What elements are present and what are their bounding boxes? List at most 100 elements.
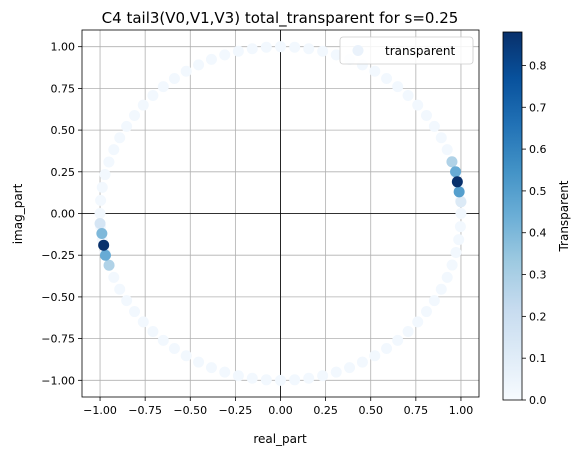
scatter-point [157, 334, 169, 346]
colorbar-label: Transparent [557, 180, 571, 252]
scatter-point-highlighted [103, 259, 115, 271]
scatter-point [180, 350, 192, 362]
scatter-point [96, 181, 108, 193]
scatter-point [289, 374, 301, 386]
x-tick-label: −0.25 [219, 404, 253, 417]
scatter-point [147, 325, 159, 337]
scatter-point [180, 65, 192, 77]
x-tick-label: 0.25 [313, 404, 338, 417]
colorbar: 0.0 0.1 0.2 0.3 0.4 0.5 0.6 0.7 0.8 Transparent [502, 31, 571, 407]
colorbar-ticks: 0.0 0.1 0.2 0.3 0.4 0.5 0.6 0.7 0.8 [522, 59, 547, 407]
x-tick-label: −1.00 [83, 404, 117, 417]
colorbar-tick-label: 0.7 [529, 101, 547, 114]
scatter-point [453, 234, 465, 246]
chart-title: C4 tail3(V0,V1,V3) total_transparent for… [102, 9, 459, 28]
scatter-point [275, 374, 286, 386]
scatter-point [369, 350, 381, 362]
scatter-point [381, 73, 393, 85]
y-tick-label: 0.50 [51, 124, 76, 137]
scatter-point-highlighted [99, 249, 111, 261]
scatter-point [219, 366, 231, 378]
colorbar-tick-label: 0.1 [529, 352, 547, 365]
scatter-point [168, 73, 180, 85]
scatter-point [330, 366, 342, 378]
scatter-point-highlighted [455, 196, 467, 208]
y-tick-label: −0.75 [41, 333, 75, 346]
y-axis-label: imag_part [11, 183, 25, 244]
scatter-point [420, 109, 432, 121]
scatter-point [392, 81, 404, 93]
scatter-point [99, 169, 111, 181]
scatter-point [402, 90, 414, 102]
colorbar-tick-label: 0.3 [529, 269, 547, 282]
x-tick-label: 0.50 [358, 404, 383, 417]
scatter-point [455, 208, 467, 219]
scatter-point [95, 194, 107, 206]
scatter-point [246, 372, 258, 384]
x-axis-ticks: −1.00 −0.75 −0.50 −0.25 0.00 0.25 0.50 0.75 1.00 [83, 397, 473, 417]
scatter-point [428, 295, 440, 307]
colorbar-tick-label: 0.6 [529, 143, 547, 156]
scatter-point [137, 99, 149, 111]
y-axis-ticks: −1.00 −0.75 −0.50 −0.25 0.00 0.25 0.50 0.75 1.00 [41, 41, 82, 387]
scatter-point-highlighted [446, 156, 458, 168]
scatter-point [289, 41, 301, 53]
scatter-point-highlighted [98, 239, 110, 251]
legend-box [339, 36, 474, 65]
scatter-point [168, 342, 180, 354]
scatter-points [94, 41, 467, 386]
scatter-point [157, 81, 169, 93]
scatter-point [103, 156, 115, 168]
scatter-point [317, 45, 329, 57]
colorbar-gradient [502, 31, 523, 401]
scatter-point [446, 259, 458, 271]
scatter-point [114, 132, 126, 144]
colorbar-tick-label: 0.4 [529, 227, 547, 240]
scatter-point [303, 43, 315, 55]
scatter-point [193, 59, 205, 71]
scatter-point [219, 49, 231, 61]
y-tick-label: 0.25 [51, 166, 76, 179]
scatter-point [94, 208, 106, 219]
scatter-point [137, 316, 149, 328]
scatter-point-highlighted [450, 166, 462, 178]
y-tick-label: −1.00 [41, 374, 75, 387]
scatter-point [441, 271, 453, 283]
y-tick-label: 1.00 [51, 41, 76, 54]
scatter-point-highlighted [94, 218, 106, 230]
scatter-point [454, 221, 466, 233]
scatter-point [129, 306, 141, 318]
scatter-point [275, 41, 286, 53]
scatter-point [450, 246, 462, 258]
plot-area [81, 29, 480, 398]
x-tick-label: −0.75 [128, 404, 162, 417]
colorbar-tick-label: 0.8 [529, 59, 547, 72]
scatter-point [193, 356, 205, 368]
y-tick-label: 0.75 [51, 82, 76, 95]
scatter-point [232, 370, 244, 382]
colorbar-tick-label: 0.0 [529, 394, 547, 407]
colorbar-tick-label: 0.2 [529, 310, 547, 323]
scatter-point [129, 109, 141, 121]
x-tick-label: 0.75 [404, 404, 429, 417]
scatter-point [330, 49, 342, 61]
y-tick-label: 0.00 [51, 208, 76, 221]
scatter-point [435, 283, 447, 295]
scatter-point-highlighted [96, 228, 108, 240]
scatter-point [246, 43, 258, 55]
scatter-point [412, 316, 424, 328]
scatter-point [428, 120, 440, 132]
scatter-point [108, 144, 120, 156]
y-tick-label: −0.25 [41, 249, 75, 262]
scatter-point [441, 144, 453, 156]
scatter-point [121, 295, 133, 307]
scatter-point-highlighted [453, 186, 465, 198]
x-axis-label: real_part [253, 432, 307, 446]
scatter-point [435, 132, 447, 144]
scatter-point [232, 45, 244, 57]
scatter-point [114, 283, 126, 295]
legend-label: transparent [385, 44, 455, 58]
scatter-point [147, 90, 159, 102]
x-tick-label: −0.50 [173, 404, 207, 417]
